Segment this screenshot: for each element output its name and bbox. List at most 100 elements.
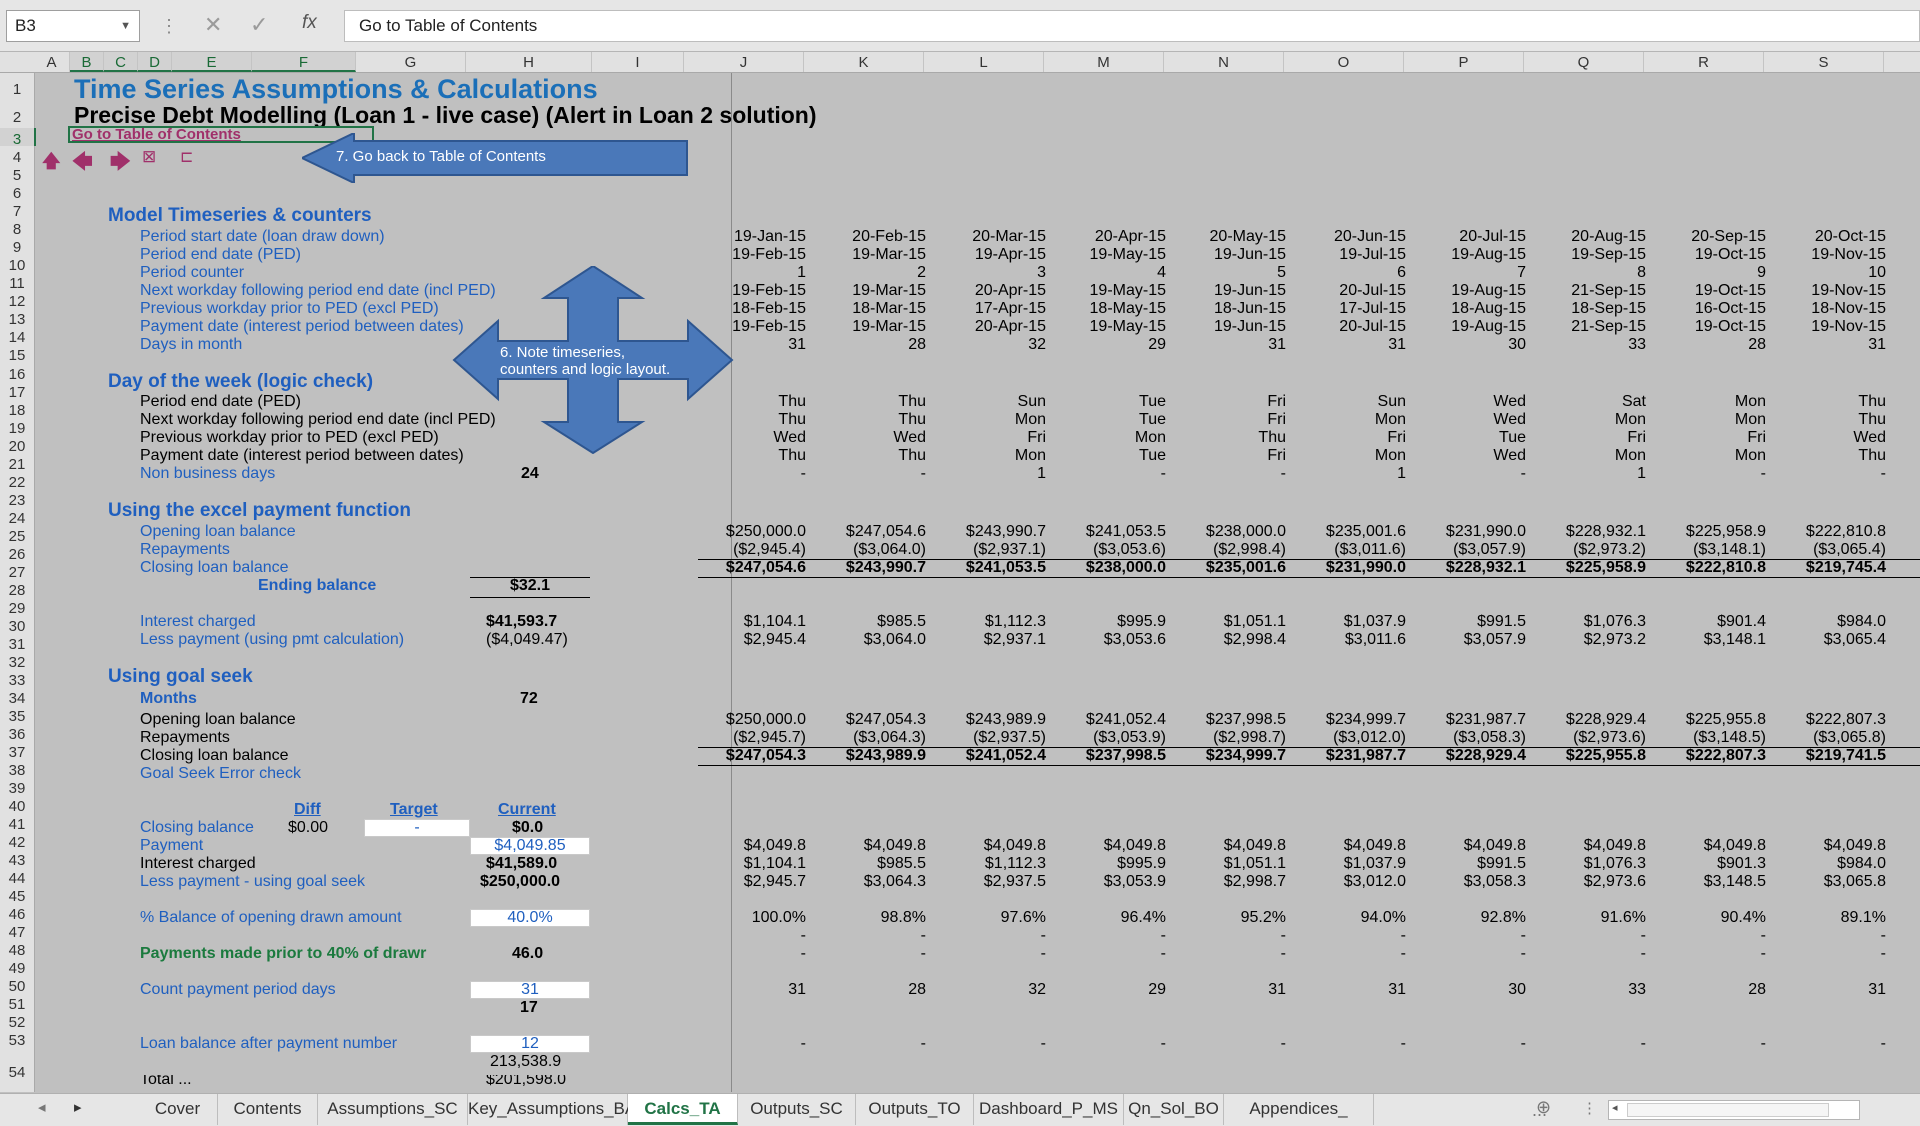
row-header-13[interactable]: 13 bbox=[0, 308, 35, 328]
row-header-15[interactable]: 15 bbox=[0, 344, 35, 364]
horizontal-scrollbar[interactable]: ◂ bbox=[1608, 1100, 1860, 1120]
column-header-d[interactable]: D bbox=[138, 52, 172, 72]
column-header-p[interactable]: P bbox=[1404, 52, 1524, 72]
row-header-51[interactable]: 51 bbox=[0, 993, 35, 1013]
row-header-49[interactable]: 49 bbox=[0, 957, 35, 977]
sheet-tab-cover[interactable]: Cover bbox=[138, 1094, 218, 1125]
row-header-22[interactable]: 22 bbox=[0, 471, 35, 491]
row-header-17[interactable]: 17 bbox=[0, 381, 35, 401]
row-header-31[interactable]: 31 bbox=[0, 633, 35, 653]
selected-cell-b3[interactable] bbox=[68, 126, 374, 143]
row-header-38[interactable]: 38 bbox=[0, 759, 35, 779]
row-header-46[interactable]: 46 bbox=[0, 903, 35, 923]
toc-link[interactable]: Go to Table of Contents bbox=[72, 126, 241, 143]
scrollbar-thumb[interactable] bbox=[1627, 1103, 1829, 1117]
column-header-s[interactable]: S bbox=[1764, 52, 1884, 72]
arrow-up-icon[interactable]: 🡅 bbox=[42, 151, 61, 171]
row-header-23[interactable]: 23 bbox=[0, 489, 35, 509]
column-header-b[interactable]: B bbox=[70, 52, 104, 72]
enter-icon[interactable]: ✓ bbox=[250, 12, 269, 37]
column-header-e[interactable]: E bbox=[172, 52, 252, 72]
sheet-tab-calcs-ta[interactable]: Calcs_TA bbox=[628, 1094, 738, 1125]
payment-input[interactable]: $4,049.85 bbox=[470, 837, 590, 855]
cancel-icon[interactable]: ✕ bbox=[204, 12, 223, 37]
arrow-right-icon[interactable]: 🡆 bbox=[110, 151, 131, 173]
sheet-tab-outputs-to[interactable]: Outputs_TO bbox=[856, 1094, 974, 1125]
column-header-r[interactable]: R bbox=[1644, 52, 1764, 72]
sheet-tab-assumptions-sc[interactable]: Assumptions_SC bbox=[318, 1094, 468, 1125]
row-header-34[interactable]: 34 bbox=[0, 687, 35, 707]
close-icon[interactable]: ⊠ bbox=[142, 147, 157, 166]
row-header-50[interactable]: 50 bbox=[0, 975, 35, 995]
tab-scroll-right-icon[interactable]: ▸ bbox=[74, 1099, 82, 1116]
column-header-a[interactable]: A bbox=[34, 52, 70, 72]
row-header-33[interactable]: 33 bbox=[0, 669, 35, 689]
pct-balance-input[interactable]: 40.0% bbox=[470, 909, 590, 927]
column-header-i[interactable]: I bbox=[592, 52, 684, 72]
row-header-19[interactable]: 19 bbox=[0, 417, 35, 437]
row-header-35[interactable]: 35 bbox=[0, 705, 35, 725]
row-header-14[interactable]: 14 bbox=[0, 326, 35, 346]
row-header-47[interactable]: 47 bbox=[0, 921, 35, 941]
arrow-left-icon[interactable]: 🡄 bbox=[72, 151, 93, 173]
row-header-11[interactable]: 11 bbox=[0, 272, 35, 292]
row-header-32[interactable]: 32 bbox=[0, 651, 35, 671]
column-header-j[interactable]: J bbox=[684, 52, 804, 72]
row-header-41[interactable]: 41 bbox=[0, 813, 35, 833]
row-header-54[interactable]: 54 bbox=[0, 1047, 35, 1092]
payment-number-input[interactable]: 12 bbox=[470, 1035, 590, 1053]
column-header-m[interactable]: M bbox=[1044, 52, 1164, 72]
insert-function-icon[interactable]: fx bbox=[302, 12, 317, 33]
row-header-8[interactable]: 8 bbox=[0, 218, 35, 238]
row-header-16[interactable]: 16 bbox=[0, 362, 35, 383]
column-header-l[interactable]: L bbox=[924, 52, 1044, 72]
row-header-9[interactable]: 9 bbox=[0, 236, 35, 256]
row-header-43[interactable]: 43 bbox=[0, 849, 35, 869]
row-header-1[interactable]: 1 bbox=[0, 73, 35, 101]
row-header-53[interactable]: 53 bbox=[0, 1029, 35, 1049]
row-header-25[interactable]: 25 bbox=[0, 525, 35, 545]
sheet-tab-outputs-sc[interactable]: Outputs_SC bbox=[738, 1094, 856, 1125]
row-header-39[interactable]: 39 bbox=[0, 777, 35, 797]
row-header-6[interactable]: 6 bbox=[0, 182, 35, 202]
row-header-40[interactable]: 40 bbox=[0, 795, 35, 815]
worksheet-grid[interactable]: Time Series Assumptions & Calculations P… bbox=[34, 73, 1920, 1092]
row-header-2[interactable]: 2 bbox=[0, 101, 35, 128]
row-header-29[interactable]: 29 bbox=[0, 597, 35, 617]
row-header-4[interactable]: 4 bbox=[0, 146, 35, 166]
row-header-45[interactable]: 45 bbox=[0, 885, 35, 905]
row-header-21[interactable]: 21 bbox=[0, 453, 35, 473]
row-header-36[interactable]: 36 bbox=[0, 723, 35, 743]
scroll-left-icon[interactable]: ◂ bbox=[1612, 1102, 1618, 1114]
tab-more[interactable]: ... bbox=[1532, 1100, 1548, 1120]
column-header-g[interactable]: G bbox=[356, 52, 466, 72]
row-header-44[interactable]: 44 bbox=[0, 867, 35, 887]
flowchart-icon[interactable]: ⊏ bbox=[180, 149, 194, 166]
row-header-20[interactable]: 20 bbox=[0, 435, 35, 455]
row-header-10[interactable]: 10 bbox=[0, 254, 35, 274]
sheet-tab-key-assumptions-ba[interactable]: Key_Assumptions_BA bbox=[468, 1094, 636, 1125]
column-header-c[interactable]: C bbox=[104, 52, 138, 72]
row-header-48[interactable]: 48 bbox=[0, 939, 35, 959]
row-header-30[interactable]: 30 bbox=[0, 615, 35, 635]
target-input[interactable]: - bbox=[364, 819, 470, 837]
sheet-tab-appendices[interactable]: Appendices_ bbox=[1224, 1094, 1374, 1125]
row-header-5[interactable]: 5 bbox=[0, 164, 35, 184]
sheet-tab-contents[interactable]: Contents bbox=[218, 1094, 318, 1125]
tab-scroll-left-icon[interactable]: ◂ bbox=[38, 1099, 46, 1116]
count-days-input[interactable]: 31 bbox=[470, 981, 590, 999]
column-header-k[interactable]: K bbox=[804, 52, 924, 72]
row-header-42[interactable]: 42 bbox=[0, 831, 35, 851]
sheet-tab-dashboard-p-ms[interactable]: Dashboard_P_MS bbox=[974, 1094, 1124, 1125]
row-header-52[interactable]: 52 bbox=[0, 1011, 35, 1031]
column-header-q[interactable]: Q bbox=[1524, 52, 1644, 72]
add-sheet-icon[interactable]: ⊕ bbox=[1536, 1097, 1552, 1117]
row-header-24[interactable]: 24 bbox=[0, 507, 35, 527]
row-header-26[interactable]: 26 bbox=[0, 543, 35, 563]
row-header-27[interactable]: 27 bbox=[0, 561, 35, 581]
row-header-12[interactable]: 12 bbox=[0, 290, 35, 310]
column-header-o[interactable]: O bbox=[1284, 52, 1404, 72]
row-header-7[interactable]: 7 bbox=[0, 200, 35, 220]
name-box[interactable]: B3 ▼ bbox=[6, 10, 140, 42]
column-header-h[interactable]: H bbox=[466, 52, 592, 72]
